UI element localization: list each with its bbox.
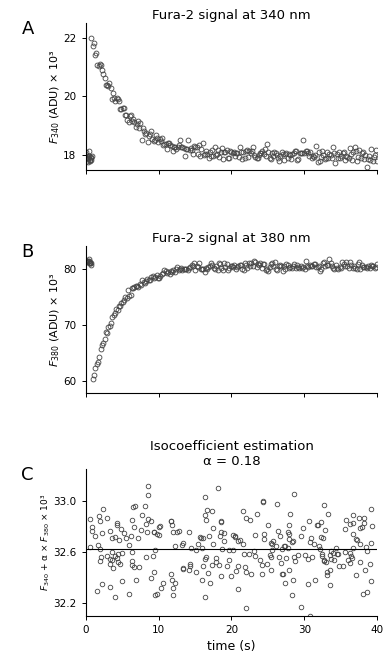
Y-axis label: $F_{340}$ + α × $F_{380}$ × 10³: $F_{340}$ + α × $F_{380}$ × 10³: [39, 494, 52, 591]
Y-axis label: $F_{380}$ (ADU) × 10³: $F_{380}$ (ADU) × 10³: [49, 272, 62, 367]
Text: B: B: [21, 243, 33, 261]
Text: A: A: [21, 21, 34, 38]
Title: Fura-2 signal at 340 nm: Fura-2 signal at 340 nm: [152, 9, 311, 22]
Title: Fura-2 signal at 380 nm: Fura-2 signal at 380 nm: [152, 232, 311, 245]
Title: Isocoefficient estimation
α = 0.18: Isocoefficient estimation α = 0.18: [149, 440, 314, 468]
X-axis label: time (s): time (s): [207, 640, 256, 653]
Text: C: C: [21, 466, 34, 484]
Y-axis label: $F_{340}$ (ADU) × 10³: $F_{340}$ (ADU) × 10³: [48, 49, 62, 144]
